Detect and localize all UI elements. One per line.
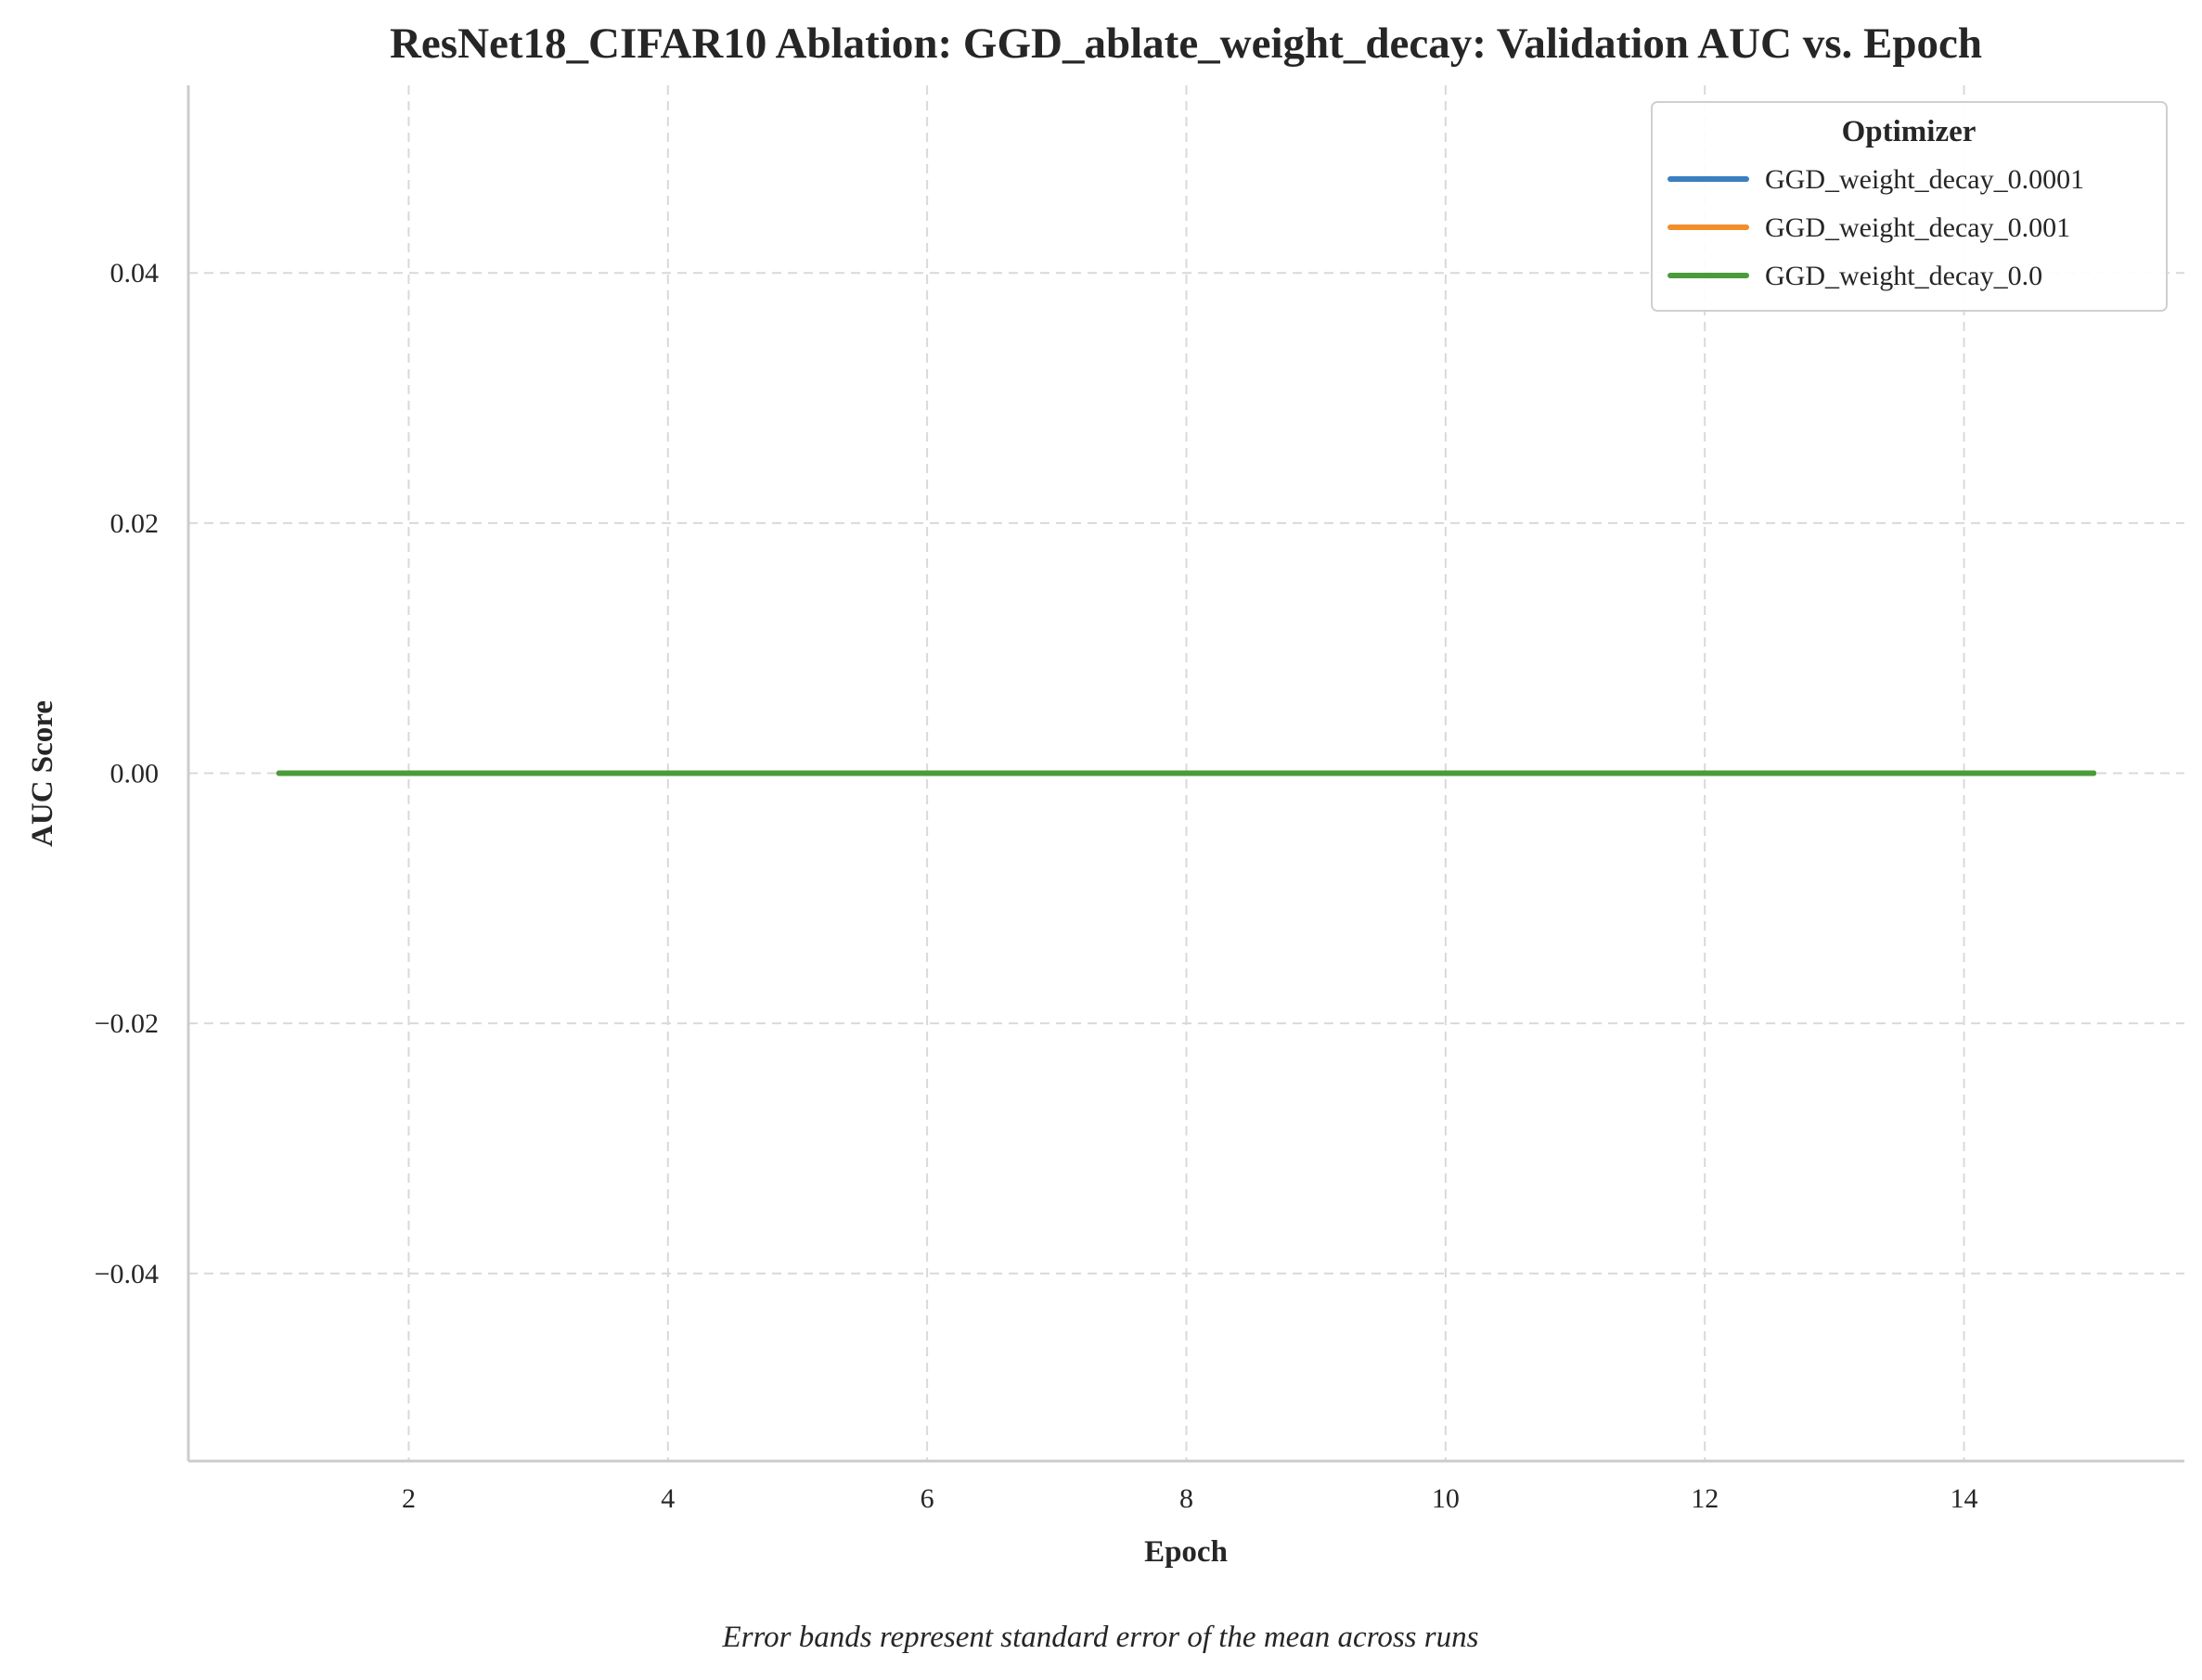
y-axis-label: AUC Score [26, 700, 59, 847]
y-tick-label: 0.04 [110, 258, 160, 289]
legend-label: GGD_weight_decay_0.0 [1765, 261, 2042, 291]
x-tick-label: 14 [1951, 1483, 1978, 1514]
legend-label: GGD_weight_decay_0.001 [1765, 212, 2070, 243]
x-tick-label: 12 [1691, 1483, 1719, 1514]
y-tick-label: 0.02 [110, 508, 160, 539]
x-tick-label: 6 [921, 1483, 934, 1514]
chart-title: ResNet18_CIFAR10 Ablation: GGD_ablate_we… [390, 19, 1982, 68]
legend-title: Optimizer [1842, 115, 1977, 148]
legend-label: GGD_weight_decay_0.0001 [1765, 164, 2084, 195]
x-tick-label: 10 [1432, 1483, 1460, 1514]
legend: Optimizer GGD_weight_decay_0.0001GGD_wei… [1651, 101, 2168, 312]
y-tick-labels: −0.04 −0.02 0.00 0.02 0.04 [95, 258, 159, 1289]
x-tick-labels: 2 4 6 8 10 12 14 [402, 1483, 1978, 1514]
y-tick-label: −0.04 [95, 1259, 159, 1289]
y-tick-label: 0.00 [110, 759, 160, 789]
x-tick-label: 4 [661, 1483, 675, 1514]
legend-box [1651, 101, 2168, 312]
x-tick-label: 8 [1179, 1483, 1193, 1514]
x-axis-label: Epoch [1144, 1535, 1228, 1569]
chart-caption: Error bands represent standard error of … [722, 1621, 1479, 1654]
x-tick-label: 2 [402, 1483, 416, 1514]
y-tick-label: −0.02 [95, 1008, 159, 1039]
legend-items: GGD_weight_decay_0.0001 GGD_weight_decay_… [1668, 164, 2084, 291]
